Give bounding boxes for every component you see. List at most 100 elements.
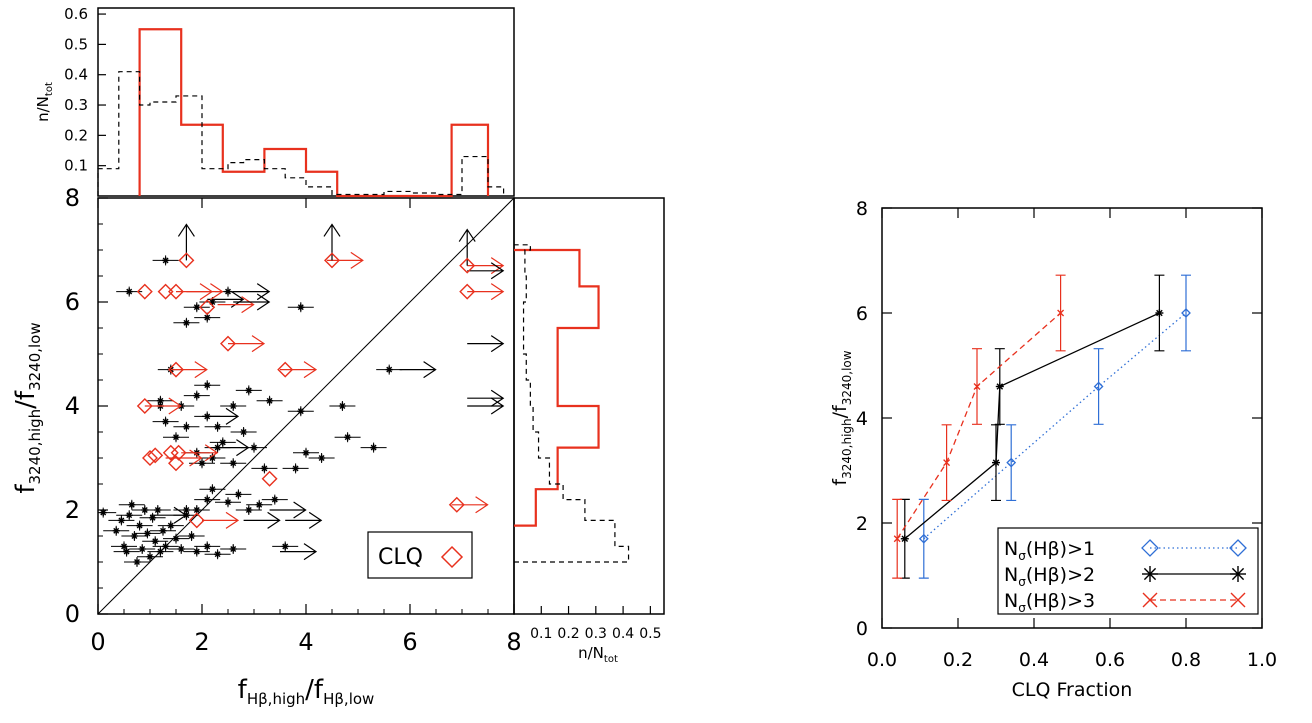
scatter-legend: CLQ: [367, 531, 473, 579]
clq-fraction-marker: [992, 458, 1000, 467]
scatter-point: [220, 544, 247, 554]
scatter-y-tick-label: 8: [65, 184, 80, 212]
scatter-point-marker: [198, 459, 206, 467]
scatter-point: [235, 505, 262, 515]
scatter-upper-arrow: [458, 228, 476, 266]
scatter-point-marker: [162, 418, 170, 426]
scatter-point: [194, 494, 221, 505]
clq-fraction-legend-marker: [1142, 592, 1158, 608]
clq-fraction-marker: [1155, 309, 1164, 317]
scatter-lower-limit-arrow: [467, 262, 505, 280]
top-histogram-y-tick-label: 0.2: [64, 126, 88, 144]
scatter-point: [209, 437, 236, 448]
scatter-point: [103, 525, 130, 536]
clq-fraction-y-tick-label: 4: [856, 408, 868, 430]
scatter-lower-limit-arrow: [243, 511, 281, 529]
scatter-point: [124, 557, 150, 567]
clq-point-marker: [277, 361, 294, 378]
clq-fraction-panel: 0.0 0.2 0.4 0.6 0.8 1.0 0 2 4 6 8 Nσ(Hβ)>1Nσ(Hβ)>2…: [829, 198, 1277, 701]
scatter-point: [261, 494, 288, 505]
scatter-lower-limit-arrow: [170, 361, 208, 379]
top-histogram-clq-series: [138, 28, 490, 198]
scatter-point-marker: [271, 496, 279, 504]
scatter-point-marker: [112, 527, 120, 535]
scatter-point-marker: [151, 537, 159, 545]
scatter-point: [308, 453, 335, 463]
scatter-point: [251, 463, 278, 474]
top-histogram-ylabel: n/Ntot: [34, 82, 55, 122]
clq-fraction-marker: [1006, 457, 1017, 468]
scatter-point: [137, 551, 163, 562]
clq-fraction-ylabel: f3240,high/f3240,low: [829, 350, 854, 485]
scatter-lower-limit-arrow: [212, 439, 250, 457]
scatter-point: [194, 541, 221, 552]
scatter-point: [183, 390, 210, 401]
clq-fraction-point: [1006, 424, 1017, 502]
clq-fraction-x-tick-label: 0.2: [943, 649, 973, 671]
scatter-point-marker: [203, 542, 211, 550]
top-histogram-y-tick-label: 0.5: [64, 35, 88, 53]
scatter-point: [246, 499, 273, 510]
scatter-point-marker: [297, 303, 305, 311]
clq-point-marker: [459, 257, 476, 274]
clq-fraction-series-line: [896, 312, 1062, 540]
scatter-point-marker: [130, 532, 138, 540]
scatter-point-marker: [167, 522, 175, 530]
scatter-point-marker: [125, 288, 133, 296]
clq-fraction-x-tick-label: 0.0: [867, 649, 897, 671]
scatter-point: [225, 489, 252, 500]
scatter-point-marker: [172, 535, 180, 543]
right-histogram-clq-series: [514, 248, 600, 527]
clq-point-marker: [178, 252, 195, 269]
scatter-point: [183, 546, 210, 557]
right-histogram-x-tick-label: 0.4: [612, 626, 634, 642]
scatter-point: [272, 541, 299, 552]
scatter-point-marker: [120, 542, 128, 550]
clq-fraction-point: [941, 424, 952, 502]
scatter-upper-arrow: [323, 223, 341, 261]
scatter-point-marker: [302, 449, 310, 457]
scatter-point: [204, 421, 231, 432]
clq-fraction-legend: Nσ(Hβ)>1Nσ(Hβ)>2Nσ(Hβ)>3: [997, 527, 1259, 615]
scatter-point-marker: [260, 464, 268, 472]
scatter-y-tick-label: 2: [65, 496, 80, 524]
scatter-lower-limit-arrow: [228, 335, 266, 353]
clq-fraction-point: [972, 348, 982, 425]
scatter-lower-limit-arrow: [217, 296, 255, 314]
clq-point-marker: [136, 398, 153, 414]
clq-fraction-point: [1055, 274, 1066, 352]
clq-fraction-series-line: [923, 312, 1187, 540]
scatter-point: [147, 546, 174, 557]
scatter-point-marker: [125, 511, 133, 519]
top-histogram-panel: 0.1 0.2 0.3 0.4 0.5 0.6 n/Ntot: [34, 5, 515, 198]
scatter-panel: 0 2 4 6 8 0 2 4 6 8 CLQ fHβ,high/fHβ,low f3240,hi…: [11, 184, 522, 708]
scatter-point-marker: [203, 314, 211, 322]
clq-fraction-error-bar: [1006, 424, 1017, 502]
right-histogram-x-tick-label: 0.2: [557, 626, 579, 642]
scatter-point: [98, 507, 117, 518]
scatter-lower-limit-arrow: [280, 361, 318, 379]
scatter-point-marker: [133, 558, 141, 566]
clq-fraction-y-tick-label: 2: [856, 513, 868, 535]
scatter-point: [163, 533, 189, 544]
scatter-point: [152, 255, 179, 266]
scatter-point-marker: [224, 288, 232, 296]
clq-fraction-x-tick-label: 0.8: [1171, 649, 1201, 671]
scatter-point: [360, 442, 387, 453]
clq-point-marker: [261, 470, 278, 487]
clq-fraction-legend-label: Nσ(Hβ)>2: [1004, 564, 1095, 589]
scatter-lower-limit-arrow: [269, 501, 307, 519]
clq-fraction-point: [899, 498, 910, 579]
scatter-point: [287, 302, 314, 313]
scatter-x-tick-label: 4: [298, 628, 313, 656]
scatter-point-marker: [229, 459, 237, 467]
scatter-legend-label: CLQ: [378, 545, 423, 570]
scatter-point-marker: [182, 423, 190, 431]
scatter-point-marker: [219, 438, 227, 446]
clq-point-marker: [324, 252, 340, 269]
scatter-lower-limit-arrow: [202, 407, 240, 425]
scatter-point-marker: [338, 402, 346, 410]
scatter-point: [126, 520, 153, 531]
scatter-point-marker: [208, 485, 216, 493]
clq-fraction-point: [1181, 274, 1191, 352]
